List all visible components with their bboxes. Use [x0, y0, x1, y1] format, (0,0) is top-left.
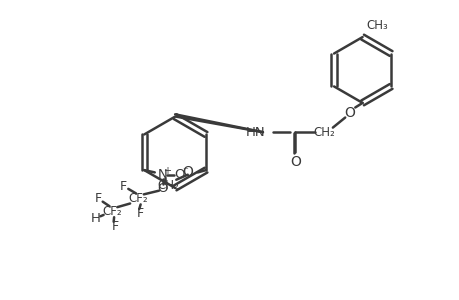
- Text: CF₂: CF₂: [128, 192, 148, 206]
- Text: O: O: [344, 106, 354, 120]
- Text: F: F: [120, 180, 127, 193]
- Text: CH₂: CH₂: [313, 126, 335, 139]
- Text: ⁻: ⁻: [182, 166, 188, 176]
- Text: CF₂: CF₂: [102, 205, 121, 218]
- Text: +: +: [163, 166, 171, 176]
- Text: F: F: [137, 207, 144, 220]
- Text: HN: HN: [245, 126, 265, 139]
- Text: N: N: [157, 168, 167, 181]
- Text: H: H: [91, 212, 101, 225]
- Text: CH₂: CH₂: [157, 179, 179, 192]
- Text: CH₃: CH₃: [365, 19, 387, 32]
- Text: O: O: [182, 165, 193, 179]
- Text: F: F: [112, 220, 119, 233]
- Text: O: O: [174, 168, 185, 181]
- Text: F: F: [95, 192, 101, 206]
- Text: O: O: [157, 182, 168, 195]
- Text: O: O: [290, 155, 301, 169]
